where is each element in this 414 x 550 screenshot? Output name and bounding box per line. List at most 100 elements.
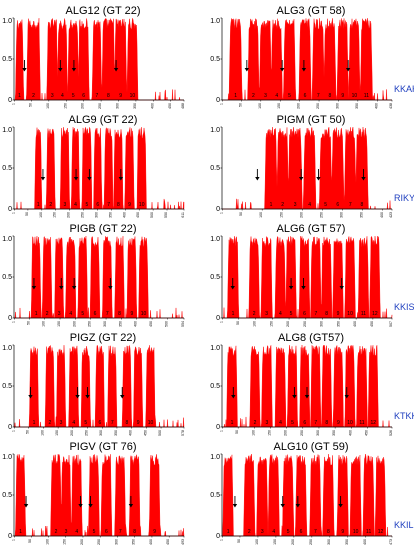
tm-segment-label: 5 [84, 420, 87, 426]
tm-segment-label: 8 [107, 93, 110, 99]
tm-segment-label: 8 [325, 420, 328, 426]
tm-segment-label: 5 [287, 529, 290, 535]
tm-segment-label: 3 [294, 202, 297, 208]
x-tick-label: 100 [255, 539, 259, 545]
arrow-head [58, 68, 63, 72]
x-tick-label: 450 [364, 430, 368, 436]
x-tick-label: 400 [134, 321, 138, 327]
arrow-head [59, 286, 64, 290]
x-tick-label: 50 [237, 539, 241, 543]
chart-panel-9: PIGV (GT 76)00.51.01 50 100 150 200 250 300 350… [2, 441, 185, 545]
panel-title: PIGZ (GT 22) [70, 332, 136, 344]
arrow-head [40, 177, 46, 181]
x-tick-label: 493 [181, 539, 185, 545]
arrow-marker [232, 496, 238, 508]
x-tick-label: 250 [85, 430, 89, 436]
tm-segment-label: 3 [265, 311, 268, 317]
x-tick-label: 200 [297, 103, 301, 109]
x-tick-label: 350 [345, 539, 349, 545]
tm-segment-label: 10 [347, 311, 353, 317]
tm-segment-label: 6 [82, 93, 85, 99]
probability-area [14, 17, 184, 101]
tm-segment-label: 2 [254, 420, 257, 426]
arrow-head [88, 504, 93, 508]
x-tick-label: 100 [40, 430, 44, 436]
x-tick-label: 450 [370, 321, 374, 327]
tm-segment-label: 4 [72, 420, 75, 426]
y-tick-label: 0 [216, 206, 220, 213]
arrow-head [301, 286, 306, 290]
y-tick-label: 1.0 [210, 454, 220, 461]
tm-segment-label: 4 [308, 202, 311, 208]
x-tick-label: 507 [389, 321, 393, 327]
x-tick-label: 1 [11, 103, 15, 105]
tm-segment-label: 2 [48, 420, 51, 426]
x-tick-label: 150 [57, 321, 61, 327]
arrow-head [23, 504, 29, 508]
tm-segment-label: 1 [37, 202, 40, 208]
tm-segment-label: 7 [107, 202, 110, 208]
arrow-marker [339, 278, 344, 290]
arrow-head [73, 177, 79, 181]
tm-segment-label: 11 [364, 93, 369, 99]
arrow-head [288, 286, 294, 290]
tm-segment-label: 5 [81, 311, 84, 317]
x-tick-label: 150 [63, 539, 67, 545]
x-tick-label: 450 [136, 212, 140, 218]
arrow-marker [85, 387, 90, 399]
arrow-head [108, 286, 113, 290]
y-tick-label: 0 [8, 315, 12, 322]
y-tick-label: 1.0 [210, 236, 220, 243]
arrow-marker [301, 60, 307, 72]
x-tick-label: 150 [273, 539, 277, 545]
arrow-marker [23, 496, 29, 508]
arrow-head [128, 504, 134, 508]
tm-segment-label: 3 [264, 93, 267, 99]
arrow-marker [22, 60, 27, 72]
arrow-marker [40, 169, 46, 181]
arrow-head [316, 177, 321, 181]
y-tick-label: 1.0 [2, 18, 12, 25]
x-tick-label: 50 [28, 103, 32, 107]
x-tick-label: 300 [116, 103, 120, 109]
arrow-head [232, 504, 238, 508]
tm-segment-label: 4 [75, 529, 78, 535]
tm-segment-label: 8 [117, 202, 120, 208]
panel-title: ALG3 (GT 58) [277, 5, 346, 17]
tm-segment-label: 1 [270, 202, 273, 208]
tm-segment-label: 8 [327, 529, 330, 535]
x-tick-label: 150 [53, 212, 57, 218]
x-tick-label: 200 [284, 430, 288, 436]
y-tick-label: 0 [8, 533, 12, 540]
arrow-head [339, 286, 344, 290]
arrow-marker [344, 387, 349, 399]
x-tick-label: 150 [55, 430, 59, 436]
arrow-marker [255, 169, 260, 181]
x-tick-label: 400 [149, 539, 153, 545]
arrow-head [304, 395, 310, 399]
x-tick-label: 50 [239, 212, 243, 216]
motif-label: KTKKQ [394, 411, 414, 421]
arrow-marker [71, 60, 77, 72]
x-tick-label: 250 [316, 103, 320, 109]
x-tick-label: 250 [98, 103, 102, 109]
tm-segment-label: 3 [64, 202, 67, 208]
tm-segment-label: 3 [65, 529, 68, 535]
arrow-marker [71, 278, 77, 290]
tm-segment-label: 6 [105, 529, 108, 535]
arrow-head [75, 395, 80, 399]
x-tick-label: 200 [286, 321, 290, 327]
tm-segment-label: 2 [252, 93, 255, 99]
tm-segment-label: 2 [55, 529, 58, 535]
arrow-marker [120, 387, 125, 399]
y-tick-label: 0.5 [210, 274, 220, 281]
x-tick-label: 450 [149, 321, 153, 327]
chart-panel-5: PIGB (GT 22)00.51.01 50 100 150 200 250 300 350… [2, 223, 185, 327]
tm-segment-label: 8 [360, 202, 363, 208]
y-tick-label: 0.5 [2, 56, 12, 63]
tm-segment-label: 11 [361, 311, 366, 317]
tm-segment-label: 7 [314, 311, 317, 317]
x-tick-label: 200 [299, 212, 303, 218]
x-tick-label: 400 [129, 430, 133, 436]
tm-segment-label: 9 [341, 93, 344, 99]
